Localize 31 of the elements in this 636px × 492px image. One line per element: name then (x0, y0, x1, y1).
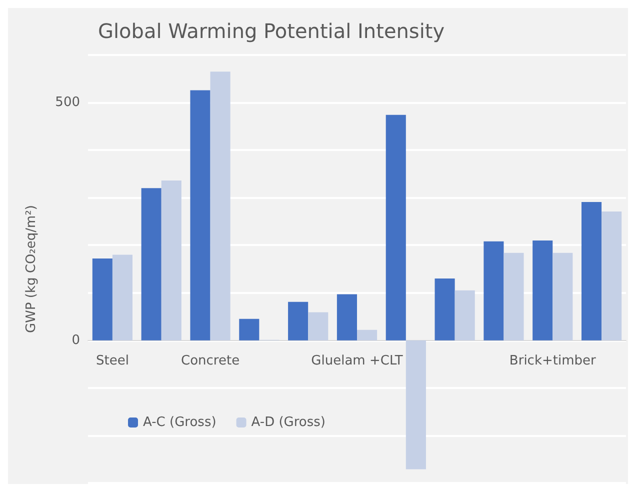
x-tick-label: Steel (96, 353, 129, 368)
bar (190, 90, 210, 340)
bar (454, 290, 475, 340)
bar (112, 254, 133, 340)
bar (484, 241, 504, 340)
bar (434, 278, 455, 340)
legend-label: A-C (Gross) (143, 415, 216, 430)
bar (336, 294, 357, 340)
bar (357, 330, 378, 340)
y-tick-label: 0 (72, 332, 80, 348)
y-axis-title: GWP (kg CO₂eq/m²) (24, 205, 39, 333)
bar (308, 312, 328, 340)
bar (210, 72, 230, 340)
chart-title: Global Warming Potential Intensity (98, 19, 445, 43)
bar (92, 258, 112, 340)
legend-label: A-D (Gross) (251, 415, 326, 430)
bar (504, 252, 524, 340)
bar (581, 202, 602, 340)
bar (239, 318, 260, 340)
y-tick-label: 500 (55, 95, 80, 110)
x-tick-label: Concrete (180, 353, 240, 368)
bar (602, 211, 622, 340)
bar (141, 188, 162, 340)
x-tick-label: Gluelam +CLT (311, 353, 403, 368)
bar (406, 340, 426, 470)
bar (532, 240, 553, 340)
bar (552, 252, 573, 340)
bar (288, 302, 308, 340)
bar (386, 114, 406, 340)
bar (161, 180, 182, 340)
x-tick-label: Brick+timber (509, 353, 596, 368)
